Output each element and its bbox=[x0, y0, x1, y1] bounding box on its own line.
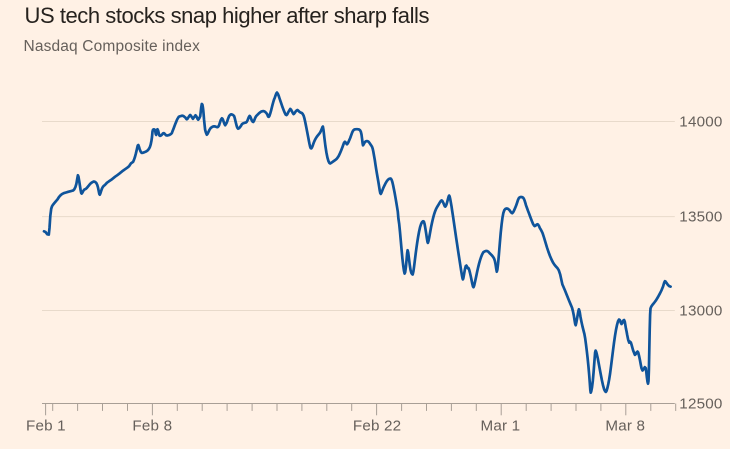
svg-text:13500: 13500 bbox=[679, 209, 722, 226]
svg-text:Feb 22: Feb 22 bbox=[353, 418, 401, 435]
svg-text:Feb 8: Feb 8 bbox=[132, 418, 172, 435]
svg-text:Feb 1: Feb 1 bbox=[26, 418, 66, 435]
svg-text:Mar 8: Mar 8 bbox=[605, 418, 645, 435]
svg-text:12500: 12500 bbox=[679, 396, 722, 413]
svg-text:13000: 13000 bbox=[679, 303, 722, 320]
svg-text:Mar 1: Mar 1 bbox=[480, 418, 520, 435]
svg-text:14000: 14000 bbox=[679, 114, 722, 131]
